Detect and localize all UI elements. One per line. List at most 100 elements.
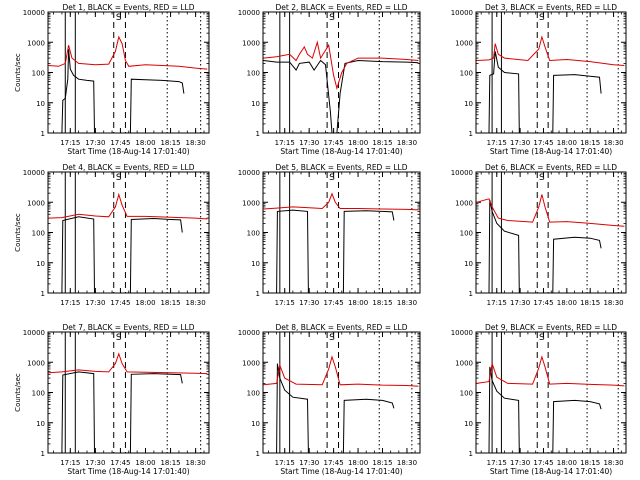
x-tick-label: 17:30 bbox=[85, 459, 105, 467]
y-tick-label: 10000 bbox=[238, 329, 260, 337]
x-tick-label: 17:30 bbox=[85, 139, 105, 147]
y-tick-label: 1 bbox=[41, 290, 45, 298]
x-tick-label: 18:15 bbox=[372, 299, 392, 307]
y-tick-label: 1000 bbox=[242, 39, 260, 47]
x-tick-label: 18:15 bbox=[372, 459, 392, 467]
y-tick-label: 1000 bbox=[455, 199, 473, 207]
x-tick-label: 18:30 bbox=[186, 139, 206, 147]
y-tick-label: 10 bbox=[36, 260, 45, 268]
y-tick-label: 10 bbox=[464, 420, 473, 428]
x-tick-label: 17:30 bbox=[85, 299, 105, 307]
chart-title: Det 2, BLACK = Events, RED = LLD bbox=[275, 3, 407, 12]
series-line-events bbox=[61, 371, 183, 453]
y-tick-label: 10 bbox=[251, 100, 260, 108]
x-tick-label: 18:30 bbox=[397, 139, 417, 147]
y-tick-label: 10000 bbox=[451, 329, 473, 337]
series-line-lld bbox=[263, 40, 419, 91]
x-tick-label: 18:30 bbox=[186, 459, 206, 467]
plot-frame bbox=[47, 171, 210, 294]
x-axis-label: Start Time (18-Aug-14 17:01:40) bbox=[67, 467, 189, 476]
x-tick-label: 17:45 bbox=[533, 139, 553, 147]
plot-frame bbox=[475, 11, 627, 134]
y-tick-label: 1 bbox=[41, 450, 45, 458]
series-line-events bbox=[276, 363, 395, 453]
y-tick-label: 100 bbox=[460, 390, 473, 398]
plot-frame bbox=[262, 171, 421, 294]
series-line-lld bbox=[48, 192, 208, 220]
y-tick-label: 100 bbox=[247, 230, 260, 238]
x-tick-label: 17:15 bbox=[487, 139, 507, 147]
x-tick-label: 17:45 bbox=[110, 299, 130, 307]
x-tick-label: 17:15 bbox=[275, 139, 295, 147]
x-tick-label: 17:15 bbox=[60, 299, 80, 307]
y-tick-label: 10 bbox=[251, 420, 260, 428]
y-tick-label: 10000 bbox=[23, 9, 45, 17]
annotation-label: S bbox=[539, 13, 545, 23]
series-line-lld bbox=[263, 192, 419, 211]
x-tick-label: 18:00 bbox=[135, 459, 155, 467]
x-tick-label: 17:30 bbox=[510, 299, 530, 307]
x-tick-label: 18:30 bbox=[397, 459, 417, 467]
x-axis-label: Start Time (18-Aug-14 17:01:40) bbox=[490, 467, 612, 476]
chart-panel-det-9: 1 10 100 1000 10000 17:15 17:30 17:45 18:00 18:15… bbox=[451, 323, 627, 476]
y-tick-label: 1 bbox=[469, 130, 473, 138]
y-tick-label: 10000 bbox=[238, 9, 260, 17]
y-tick-label: 1 bbox=[469, 290, 473, 298]
y-tick-label: 1000 bbox=[27, 359, 45, 367]
x-tick-label: 18:30 bbox=[186, 299, 206, 307]
series-line-events bbox=[61, 48, 185, 133]
x-tick-label: 17:45 bbox=[324, 139, 344, 147]
series-line-events bbox=[61, 216, 183, 293]
x-tick-label: 18:00 bbox=[135, 139, 155, 147]
chart-panel-det-4: 1 10 100 1000 10000 17:15 17:30 17:45 18:00 18:15… bbox=[14, 163, 210, 307]
x-tick-label: 17:30 bbox=[299, 299, 319, 307]
annotation-label: S bbox=[116, 173, 122, 183]
y-tick-label: 10 bbox=[464, 260, 473, 268]
plot-frame bbox=[47, 331, 210, 454]
chart-panel-det-6: 1 10 100 1000 10000 17:15 17:30 17:45 18:00 18:15… bbox=[451, 163, 627, 307]
x-tick-label: 18:00 bbox=[348, 299, 368, 307]
chart-panel-det-7: 1 10 100 1000 10000 17:15 17:30 17:45 18:00 18:15… bbox=[14, 323, 210, 476]
series-line-lld bbox=[476, 194, 625, 227]
y-tick-label: 10000 bbox=[238, 169, 260, 177]
x-tick-label: 17:15 bbox=[60, 459, 80, 467]
y-tick-label: 1000 bbox=[455, 359, 473, 367]
series-line-lld bbox=[263, 355, 419, 387]
x-tick-label: 18:30 bbox=[603, 139, 623, 147]
y-tick-label: 10000 bbox=[451, 9, 473, 17]
y-tick-label: 100 bbox=[32, 230, 45, 238]
x-tick-label: 17:15 bbox=[275, 459, 295, 467]
y-tick-label: 1000 bbox=[242, 199, 260, 207]
chart-title: Det 3, BLACK = Events, RED = LLD bbox=[485, 3, 617, 12]
series-line-events bbox=[488, 199, 602, 293]
series-line-events bbox=[488, 51, 602, 133]
x-tick-label: 17:45 bbox=[110, 139, 130, 147]
y-tick-label: 1000 bbox=[455, 39, 473, 47]
chart-panel-det-8: 1 10 100 1000 10000 17:15 17:30 17:45 18:00 18:15… bbox=[238, 323, 421, 476]
annotation-label: S bbox=[539, 173, 545, 183]
x-tick-label: 18:00 bbox=[557, 139, 577, 147]
annotation-label: S bbox=[539, 333, 545, 343]
chart-title: Det 4, BLACK = Events, RED = LLD bbox=[62, 163, 194, 172]
x-tick-label: 18:15 bbox=[160, 459, 180, 467]
x-tick-label: 18:30 bbox=[397, 299, 417, 307]
chart-panel-det-5: 1 10 100 1000 10000 17:15 17:30 17:45 18:00 18:15… bbox=[238, 163, 421, 307]
x-tick-label: 18:15 bbox=[372, 139, 392, 147]
x-tick-label: 18:15 bbox=[580, 459, 600, 467]
y-tick-label: 100 bbox=[247, 70, 260, 78]
x-tick-label: 18:00 bbox=[557, 459, 577, 467]
y-tick-label: 100 bbox=[32, 70, 45, 78]
plot-frame bbox=[262, 331, 421, 454]
x-tick-label: 17:15 bbox=[60, 139, 80, 147]
x-tick-label: 18:15 bbox=[580, 299, 600, 307]
series-line-events bbox=[276, 209, 395, 293]
x-tick-label: 17:30 bbox=[299, 139, 319, 147]
y-axis-label: Counts/sec bbox=[14, 373, 22, 412]
y-axis-label: Counts/sec bbox=[14, 213, 22, 252]
series-line-lld bbox=[48, 352, 208, 375]
x-tick-label: 18:00 bbox=[135, 299, 155, 307]
series-line-lld bbox=[476, 35, 625, 66]
y-tick-label: 10000 bbox=[23, 169, 45, 177]
series-line-lld bbox=[476, 355, 625, 387]
